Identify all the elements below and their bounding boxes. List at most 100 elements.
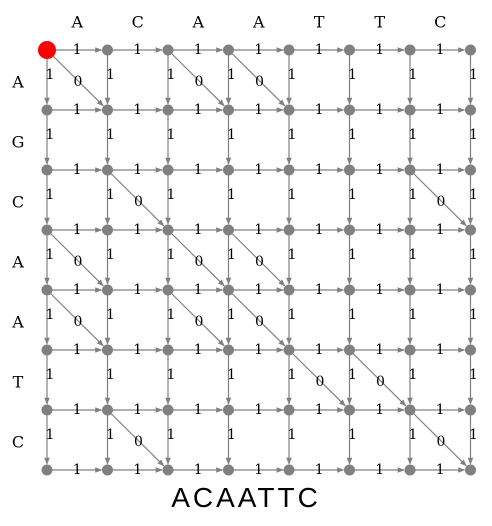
- diagonal-match-edge: [110, 413, 165, 467]
- vertical-weight-label: 1: [288, 427, 297, 443]
- grid-node: [223, 104, 234, 116]
- diagonal-weight-label: 0: [195, 254, 204, 270]
- grid-node: [41, 344, 53, 356]
- column-letter: C: [132, 13, 144, 32]
- vertical-weight-label: 1: [106, 187, 115, 203]
- horizontal-weight-label: 1: [73, 342, 82, 358]
- horizontal-weight-label: 1: [133, 102, 142, 118]
- horizontal-weight-label: 1: [436, 402, 445, 418]
- diagonal-match-edge: [171, 233, 225, 287]
- grid-node: [283, 164, 295, 176]
- grid-node: [102, 344, 113, 356]
- horizontal-weight-label: 1: [133, 342, 142, 358]
- diagonal-match-edge: [50, 53, 104, 107]
- grid-node: [102, 224, 113, 236]
- grid-node: [344, 464, 355, 476]
- horizontal-weight-label: 1: [436, 42, 445, 58]
- vertical-weight-label: 1: [469, 67, 478, 83]
- vertical-weight-label: 1: [167, 187, 176, 203]
- diagonal-weight-label: 0: [376, 374, 385, 390]
- grid-node: [162, 224, 174, 236]
- horizontal-weight-label: 1: [133, 162, 142, 178]
- vertical-weight-label: 1: [409, 247, 418, 263]
- diagonal-match-edge: [352, 353, 407, 407]
- horizontal-weight-label: 1: [436, 222, 445, 238]
- grid-node: [404, 404, 416, 416]
- horizontal-weight-label: 1: [194, 402, 203, 418]
- horizontal-weight-label: 1: [194, 222, 203, 238]
- weight-labels-layer: 1 1 1 1 1 1 1 1 1 1 1 1 1 1 1 1 1 1 1 1 1 1 1 1 1 1 1 1 1 1 1 1 1 1 1 1 1 1 1 1…: [46, 42, 478, 478]
- diagonal-weight-label: 0: [74, 254, 83, 270]
- horizontal-weight-label: 1: [133, 282, 142, 298]
- grid-node: [283, 224, 295, 236]
- horizontal-weight-label: 1: [133, 462, 142, 478]
- vertical-weight-label: 1: [348, 427, 357, 443]
- grid-node: [162, 284, 174, 296]
- horizontal-weight-label: 1: [73, 462, 82, 478]
- grid-node: [162, 464, 174, 476]
- vertical-weight-label: 1: [106, 307, 115, 323]
- vertical-weight-label: 1: [106, 367, 115, 383]
- horizontal-weight-label: 1: [315, 42, 324, 58]
- horizontal-weight-label: 1: [73, 102, 82, 118]
- diagonal-match-edge: [413, 173, 467, 227]
- grid-node: [283, 44, 295, 56]
- vertical-weight-label: 1: [288, 247, 297, 263]
- grid-node: [102, 284, 113, 296]
- row-letter: A: [11, 253, 24, 272]
- grid-node: [404, 344, 416, 356]
- horizontal-weight-label: 1: [194, 42, 203, 58]
- horizontal-weight-label: 1: [436, 282, 445, 298]
- grid-node: [223, 44, 234, 56]
- vertical-weight-label: 1: [106, 67, 115, 83]
- vertical-weight-label: 1: [469, 427, 478, 443]
- vertical-weight-label: 1: [409, 187, 418, 203]
- grid-node: [223, 404, 234, 416]
- horizontal-weight-label: 1: [254, 342, 263, 358]
- grid-node: [102, 464, 113, 476]
- vertical-weight-label: 1: [106, 427, 115, 443]
- grid-node: [465, 284, 476, 296]
- horizontal-weight-label: 1: [73, 42, 82, 58]
- vertical-weight-label: 1: [227, 187, 236, 203]
- vertical-weight-label: 1: [46, 187, 55, 203]
- grid-node: [344, 404, 355, 416]
- grid-node: [465, 464, 476, 476]
- vertical-weight-label: 1: [288, 187, 297, 203]
- diagonal-weight-label: 0: [74, 74, 83, 90]
- diagonal-match-edge: [231, 293, 286, 347]
- grid-node: [344, 344, 355, 356]
- grid-node: [344, 284, 355, 296]
- horizontal-weight-label: 1: [315, 282, 324, 298]
- horizontal-weight-label: 1: [436, 342, 445, 358]
- grid-node: [283, 344, 295, 356]
- vertical-weight-label: 1: [469, 187, 478, 203]
- grid-node: [283, 404, 295, 416]
- vertical-weight-label: 1: [469, 307, 478, 323]
- vertical-weight-label: 1: [46, 367, 55, 383]
- vertical-weight-label: 1: [46, 307, 55, 323]
- column-letter: A: [70, 13, 83, 32]
- grid-node: [465, 104, 476, 116]
- column-letter: A: [252, 13, 265, 32]
- horizontal-weight-label: 1: [254, 462, 263, 478]
- horizontal-weight-label: 1: [194, 282, 203, 298]
- vertical-weight-label: 1: [409, 127, 418, 143]
- diagonal-weight-label: 0: [195, 74, 204, 90]
- grid-node: [404, 224, 416, 236]
- grid-node: [102, 164, 113, 176]
- vertical-weight-label: 1: [46, 427, 55, 443]
- vertical-weight-label: 1: [46, 127, 55, 143]
- vertical-weight-label: 1: [167, 67, 176, 83]
- diagonal-match-edge: [110, 173, 165, 227]
- horizontal-weight-label: 1: [254, 102, 263, 118]
- horizontal-weight-label: 1: [315, 222, 324, 238]
- grid-node: [344, 104, 355, 116]
- row-letter: C: [12, 193, 24, 212]
- column-letter: A: [191, 13, 204, 32]
- vertical-weight-label: 1: [227, 127, 236, 143]
- vertical-weight-label: 1: [227, 307, 236, 323]
- horizontal-weight-label: 1: [375, 282, 384, 298]
- vertical-weight-label: 1: [469, 127, 478, 143]
